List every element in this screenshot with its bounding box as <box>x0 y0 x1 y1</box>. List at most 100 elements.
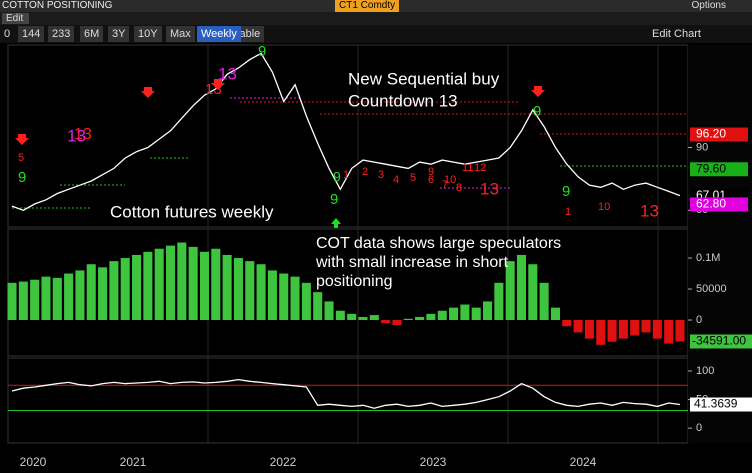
cot-bar <box>211 248 221 321</box>
cot-bar <box>267 270 277 321</box>
cot-bar <box>256 264 266 321</box>
range-button[interactable]: Max <box>166 26 195 42</box>
y-tick-label: 0 <box>696 314 702 326</box>
cot-bar <box>222 254 232 321</box>
cot-bar <box>449 307 459 321</box>
cot-bar <box>505 261 515 321</box>
sequential-count: 9 <box>330 191 338 208</box>
cot-bar <box>324 301 334 321</box>
x-tick-label: 2023 <box>420 455 447 469</box>
cot-bar <box>347 313 357 321</box>
cot-bar <box>652 320 662 339</box>
cot-bar <box>245 261 255 321</box>
range-button[interactable]: 233 <box>48 26 75 42</box>
options[interactable]: Options <box>691 0 726 11</box>
cot-bar <box>165 245 176 321</box>
annotation: Cotton futures weekly <box>110 202 274 221</box>
cot-bar <box>358 316 368 321</box>
sequential-count: 5 <box>410 172 416 184</box>
cot-bar <box>630 320 640 336</box>
sequential-count: 13 <box>480 179 499 198</box>
cot-bar <box>369 315 379 321</box>
sequential-count: 11 <box>462 162 473 174</box>
range-button[interactable]: 10Y <box>134 26 162 42</box>
sequential-count: 5 <box>18 152 24 164</box>
sequential-count: 1 <box>565 206 571 218</box>
cot-bar <box>109 261 119 321</box>
cot-bar <box>528 264 538 321</box>
period-button[interactable]: Weekly <box>197 26 241 42</box>
cot-bar <box>143 251 153 321</box>
price-marker <box>690 127 748 142</box>
cot-bar <box>177 242 187 321</box>
last-value-box <box>690 334 752 349</box>
cot-bar <box>460 304 470 321</box>
panel <box>7 357 689 444</box>
cot-bar <box>313 292 323 321</box>
cot-bar <box>132 254 142 321</box>
sequential-count: 9 <box>18 169 26 186</box>
cot-bar <box>482 301 493 321</box>
sequential-count: 8 <box>456 182 462 194</box>
range-button[interactable]: 144 <box>18 26 45 42</box>
cot-bar <box>52 277 62 321</box>
sequential-count: 4 <box>393 174 399 186</box>
price-line <box>11 52 681 212</box>
cot-bar <box>188 246 198 321</box>
sequential-count: 9 <box>258 43 266 60</box>
cot-bar <box>18 281 28 321</box>
sell-arrow <box>141 87 155 98</box>
cot-bar <box>199 251 210 321</box>
cot-bar <box>75 270 85 321</box>
price-marker-label: 96.20 <box>696 127 726 141</box>
sequential-count: 9 <box>333 169 341 185</box>
range-button[interactable]: 0 <box>4 28 11 40</box>
cot-bar <box>573 320 583 333</box>
rsi-line <box>11 378 681 409</box>
y-tick-label: 0.1M <box>696 252 720 264</box>
edit-menu[interactable]: Edit <box>2 13 30 24</box>
y-tick-label: 100 <box>696 365 714 377</box>
cot-bar <box>516 254 527 321</box>
cot-bar <box>64 273 74 321</box>
cot-bar <box>550 307 560 321</box>
range-button[interactable]: 3Y <box>108 26 130 42</box>
title-bar: COTTON POSITIONING CT1 Comdty Options <box>0 0 752 12</box>
sequential-count: 10 <box>598 201 610 213</box>
cot-bar <box>584 320 594 339</box>
cot-bar <box>607 320 617 342</box>
cot-bar <box>301 282 311 321</box>
cot-bar <box>290 276 300 321</box>
sequential-count: 13 <box>67 126 86 145</box>
range-button[interactable]: 6M <box>80 26 104 42</box>
axis-strip <box>688 45 752 443</box>
sequential-count: 7 <box>442 179 448 191</box>
y-tick-label: 50000 <box>696 283 727 295</box>
price-marker <box>690 197 748 212</box>
cot-bar <box>279 273 289 321</box>
annotation: positioning <box>316 273 393 290</box>
cot-bar <box>154 248 164 321</box>
ticker[interactable]: CT1 Comdty <box>335 0 400 12</box>
edit-bar: Edit <box>0 12 752 25</box>
sell-arrow <box>211 79 225 90</box>
cot-bar <box>618 320 628 339</box>
last-value-box <box>690 397 752 412</box>
cot-bar <box>664 320 674 344</box>
last-value-label: 41.3639 <box>694 397 738 411</box>
price-marker <box>690 162 748 177</box>
cot-bar <box>403 318 413 321</box>
sequential-count: 9 <box>562 183 570 200</box>
edit-chart[interactable]: Edit Chart <box>652 28 701 40</box>
sequential-count: 3 <box>378 169 384 181</box>
sequential-count: 10 <box>444 174 456 186</box>
y-tick-label: 0 <box>696 422 702 434</box>
sell-arrow <box>531 86 545 97</box>
buy-arrow <box>331 218 341 228</box>
cot-bar <box>381 320 391 324</box>
x-tick-label: 2021 <box>120 455 147 469</box>
x-tick-label: 2024 <box>570 455 597 469</box>
sequential-count: 9 <box>533 103 541 120</box>
